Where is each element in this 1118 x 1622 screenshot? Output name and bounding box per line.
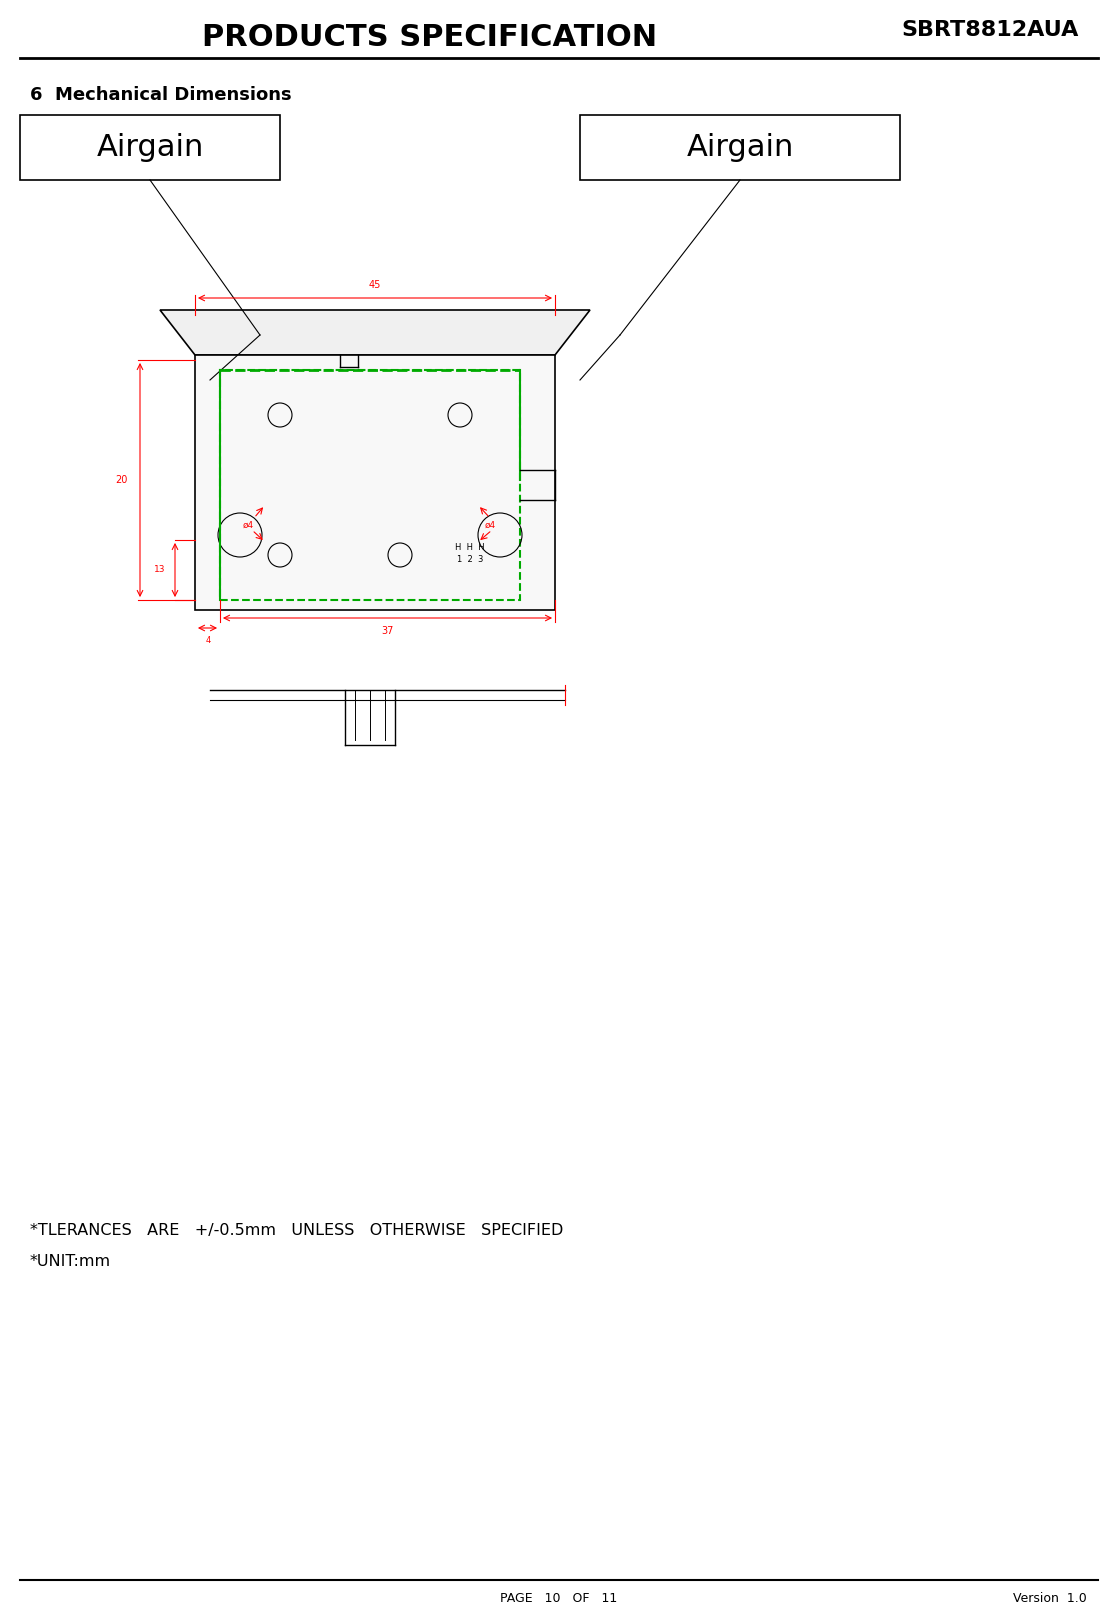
Text: 20: 20 [115,475,127,485]
Text: Version  1.0: Version 1.0 [1013,1591,1087,1604]
Text: 13: 13 [153,566,165,574]
Bar [220,370,520,600]
Text: PAGE   10   OF   11: PAGE 10 OF 11 [501,1591,617,1604]
Text: 37: 37 [382,626,395,636]
Text: 4: 4 [206,636,210,646]
Text: ø4: ø4 [243,521,254,529]
Text: Airgain: Airgain [686,133,794,162]
Text: 6  Mechanical Dimensions: 6 Mechanical Dimensions [30,86,292,104]
Text: PRODUCTS SPECIFICATION: PRODUCTS SPECIFICATION [202,23,657,52]
Text: Airgain: Airgain [96,133,203,162]
Text: 45: 45 [369,281,381,290]
Bar [195,355,555,610]
Bar [580,115,900,180]
Text: 1  2  3: 1 2 3 [457,555,483,564]
Polygon shape [160,310,590,355]
Text: *TLERANCES   ARE   +/-0.5mm   UNLESS   OTHERWISE   SPECIFIED: *TLERANCES ARE +/-0.5mm UNLESS OTHERWISE… [30,1223,563,1238]
Text: ø4: ø4 [484,521,495,529]
Text: *UNIT:mm: *UNIT:mm [30,1254,111,1270]
Text: SBRT8812AUA: SBRT8812AUA [901,19,1079,41]
Text: H  H  H: H H H [455,543,485,553]
Bar [20,115,280,180]
